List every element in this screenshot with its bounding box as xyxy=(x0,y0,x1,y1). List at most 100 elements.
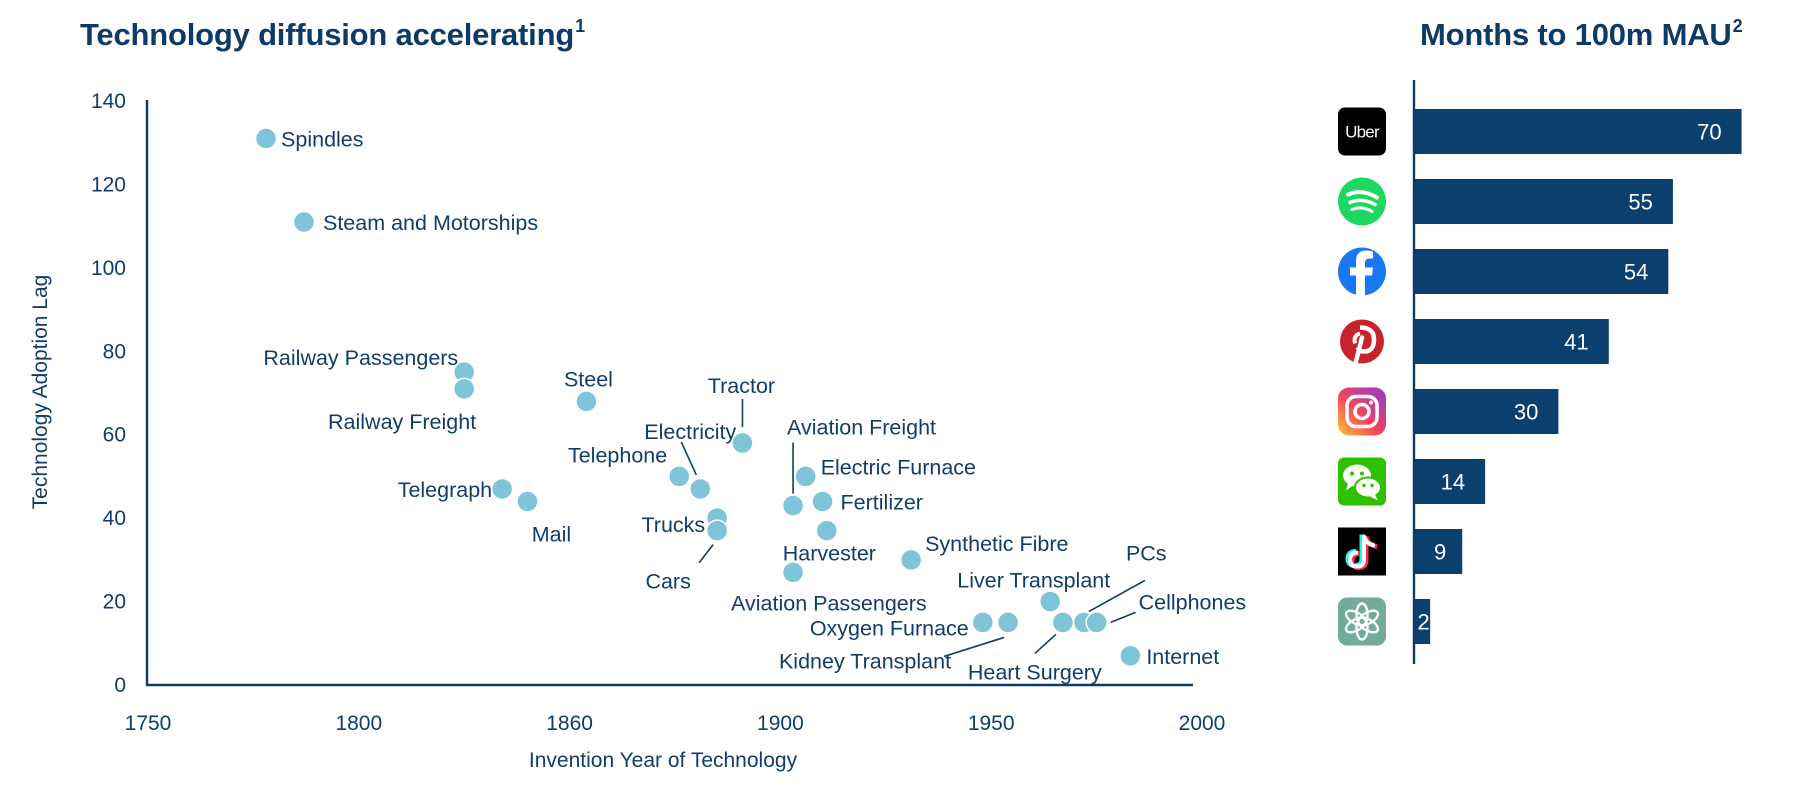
bar-value-labels: 70 55 54 41 30 14 9 2 xyxy=(1417,120,1721,635)
facebook-icon xyxy=(1338,247,1386,296)
point-mail xyxy=(516,490,539,513)
point-oxygen-furnace xyxy=(971,611,995,634)
point-label-fertilizer: Fertilizer xyxy=(841,490,923,514)
point-steam-and-motorships xyxy=(292,210,316,234)
wechat-icon xyxy=(1338,457,1386,506)
point-tractor xyxy=(731,431,754,455)
leader-line-pcs xyxy=(1088,579,1146,613)
point-label-telegraph: Telegraph xyxy=(398,478,492,502)
point-label-railway-passengers: Railway Passengers xyxy=(263,346,458,370)
bar-value-tiktok: 9 xyxy=(1434,540,1446,565)
point-internet xyxy=(1119,644,1142,668)
x-axis-label: Invention Year of Technology xyxy=(529,749,798,772)
point-cellphones xyxy=(1085,611,1108,634)
bar-value-spotify: 55 xyxy=(1628,190,1652,215)
x-tick-label: 1950 xyxy=(968,712,1015,735)
leader-line-cellphones xyxy=(1110,611,1136,624)
point-label-railway-freight: Railway Freight xyxy=(328,410,476,434)
x-tick-label: 1800 xyxy=(335,712,382,735)
point-kidney-transplant xyxy=(996,611,1020,634)
point-label-pcs: PCs xyxy=(1126,541,1167,565)
scatter-point-labels: Spindles Steam and Motorships Railway Pass… xyxy=(263,128,1246,685)
bar-value-chatgpt: 2 xyxy=(1417,610,1429,635)
bar-wechat xyxy=(1415,459,1486,504)
leader-line-kidney-transplant xyxy=(943,636,1005,658)
point-label-mail: Mail xyxy=(532,522,571,546)
point-label-kidney-transplant: Kidney Transplant xyxy=(779,649,951,673)
point-liver-transplant xyxy=(1038,590,1062,613)
point-label-liver-transplant: Liver Transplant xyxy=(957,569,1110,593)
instagram-icon xyxy=(1338,387,1386,436)
point-cars xyxy=(705,519,729,542)
point-electricity xyxy=(689,477,712,501)
app-icons: Uber xyxy=(1338,107,1386,646)
point-label-synthetic-fibre: Synthetic Fibre xyxy=(925,532,1068,556)
point-aviation-freight xyxy=(781,494,805,517)
bar-title-footnote: 2 xyxy=(1732,16,1743,36)
bar-chatgpt xyxy=(1415,599,1431,644)
leader-line-electricity xyxy=(680,441,698,476)
bar-chart: 70 55 54 41 30 14 9 2 Uber xyxy=(1338,80,1742,664)
scatter-title-footnote: 1 xyxy=(575,16,585,36)
point-telegraph xyxy=(490,477,514,501)
scatter-title-text: Technology diffusion accelerating xyxy=(80,17,575,52)
point-label-telephone: Telephone xyxy=(568,443,667,467)
bars xyxy=(1415,109,1742,644)
bar-value-wechat: 14 xyxy=(1441,470,1465,495)
bar-title: Months to 100m MAU2 xyxy=(1420,16,1743,53)
tiktok-icon xyxy=(1338,527,1386,576)
point-label-heart-surgery: Heart Surgery xyxy=(968,660,1102,684)
point-heart-surgery xyxy=(1051,611,1075,634)
point-electric-furnace xyxy=(794,465,817,488)
point-label-electric-furnace: Electric Furnace xyxy=(821,455,976,479)
point-label-tractor: Tractor xyxy=(708,374,775,398)
point-label-steam-and-motorships: Steam and Motorships xyxy=(323,211,538,235)
point-label-spindles: Spindles xyxy=(281,128,363,152)
point-label-harvester: Harvester xyxy=(783,542,876,566)
y-tick-label: 80 xyxy=(103,340,126,363)
y-tick-label: 100 xyxy=(91,257,126,280)
spotify-icon xyxy=(1338,177,1386,226)
x-tick-labels: 1750 1800 1860 1900 1950 2000 xyxy=(125,712,1226,735)
point-label-internet: Internet xyxy=(1146,645,1219,669)
y-tick-label: 120 xyxy=(91,173,126,196)
point-spindles xyxy=(254,127,278,150)
pinterest-icon xyxy=(1340,319,1384,364)
point-fertilizer xyxy=(811,490,834,513)
point-telephone xyxy=(667,465,691,488)
point-label-aviation-freight: Aviation Freight xyxy=(787,416,936,440)
bar-title-text: Months to 100m MAU xyxy=(1420,17,1732,52)
uber-icon-text: Uber xyxy=(1345,123,1380,142)
bar-facebook xyxy=(1415,249,1669,294)
leader-line-heart-surgery xyxy=(1034,633,1057,655)
point-aviation-passengers xyxy=(781,561,805,584)
point-label-aviation-passengers: Aviation Passengers xyxy=(731,591,927,615)
bar-uber xyxy=(1415,109,1742,154)
y-tick-label: 20 xyxy=(103,591,126,614)
point-label-steel: Steel xyxy=(564,367,613,391)
bar-value-uber: 70 xyxy=(1697,120,1721,145)
y-tick-labels: 0 20 40 60 80 100 120 140 xyxy=(91,90,126,697)
x-tick-label: 1900 xyxy=(757,712,804,735)
y-tick-label: 60 xyxy=(103,424,126,447)
x-tick-label: 1750 xyxy=(125,712,172,735)
point-label-electricity: Electricity xyxy=(644,420,736,444)
scatter-chart: 0 20 40 60 80 100 120 140 1750 1800 1860 1900 1950 2… xyxy=(29,90,1246,772)
bar-value-instagram: 30 xyxy=(1514,400,1538,425)
point-label-trucks: Trucks xyxy=(641,513,705,537)
point-railway-freight xyxy=(452,377,476,401)
y-axis-label: Technology Adoption Lag xyxy=(29,275,52,510)
point-label-cars: Cars xyxy=(645,570,690,594)
y-tick-label: 40 xyxy=(103,507,126,530)
bar-tiktok xyxy=(1415,529,1463,574)
point-steel xyxy=(575,390,598,413)
scatter-points xyxy=(254,127,1142,668)
point-synthetic-fibre xyxy=(899,548,923,572)
scatter-title: Technology diffusion accelerating1 xyxy=(80,16,585,53)
leader-line-cars xyxy=(698,544,714,564)
y-tick-label: 0 xyxy=(114,674,126,697)
x-tick-label: 2000 xyxy=(1179,712,1226,735)
x-tick-label: 1860 xyxy=(546,712,593,735)
point-label-cellphones: Cellphones xyxy=(1139,590,1247,614)
